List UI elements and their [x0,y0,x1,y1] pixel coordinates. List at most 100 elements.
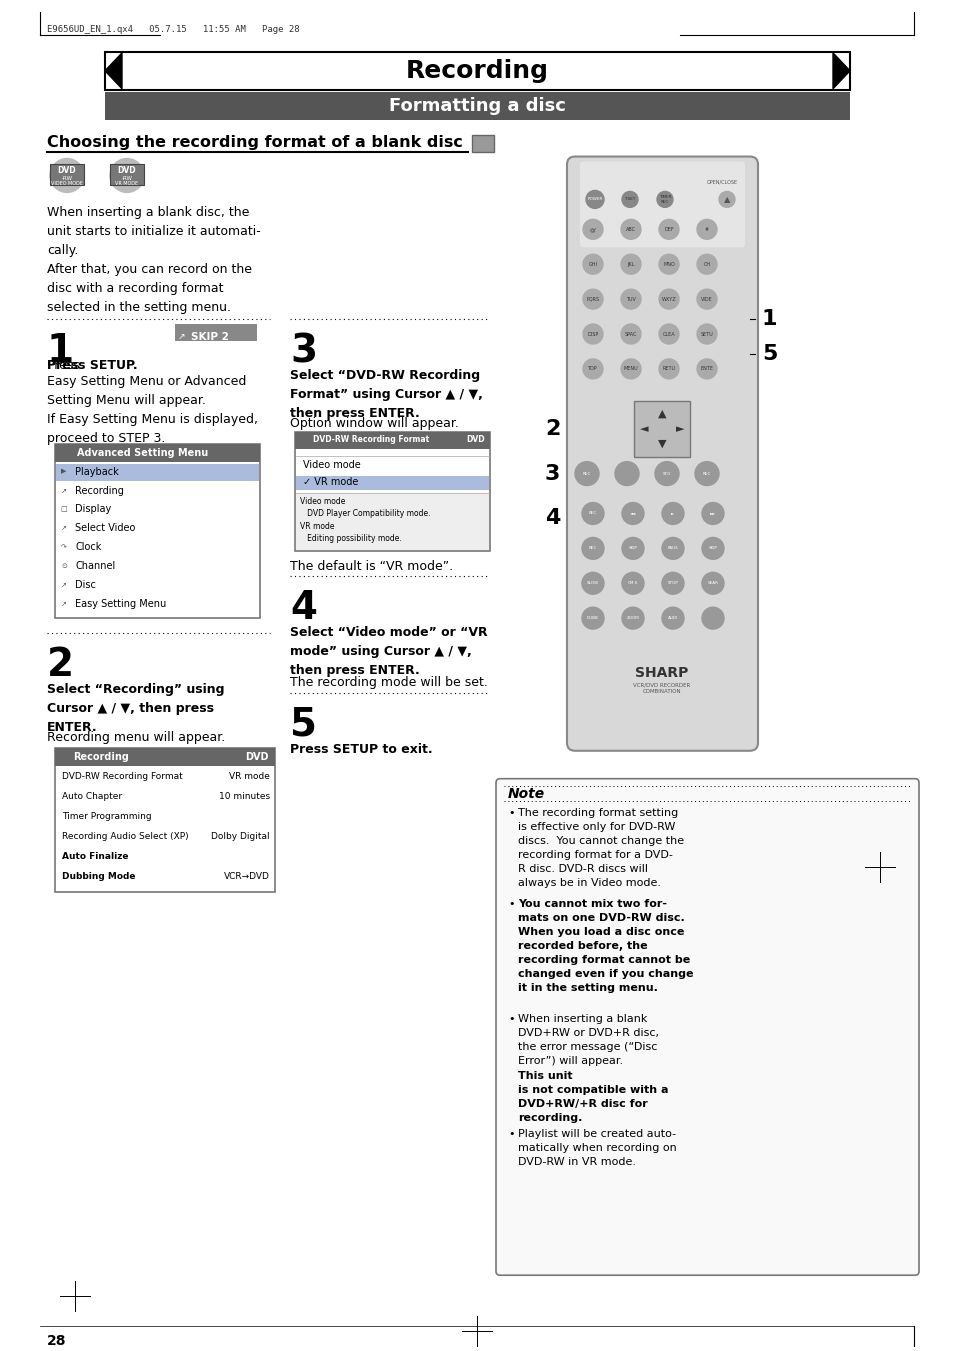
Text: 5: 5 [290,707,316,744]
Text: REC: REC [588,512,597,516]
Text: ▲: ▲ [657,409,665,419]
FancyBboxPatch shape [496,778,918,1275]
Circle shape [575,462,598,485]
Circle shape [62,170,71,181]
Circle shape [621,538,643,559]
Text: Press SETUP to exit.: Press SETUP to exit. [290,743,432,755]
Text: WXYZ: WXYZ [661,297,676,301]
Text: VR MODE: VR MODE [115,181,138,186]
Text: REC: REC [588,546,597,550]
Circle shape [701,538,723,559]
Circle shape [659,289,679,309]
Text: ▼: ▼ [657,439,665,449]
Circle shape [659,324,679,345]
Text: SKIP 2: SKIP 2 [191,332,229,342]
Circle shape [697,324,717,345]
Text: SHARP: SHARP [635,666,688,680]
Text: 1: 1 [47,332,74,370]
Circle shape [620,254,640,274]
Circle shape [695,462,719,485]
FancyBboxPatch shape [56,463,258,481]
Text: VIDE: VIDE [700,297,712,301]
Circle shape [581,503,603,524]
FancyBboxPatch shape [56,577,258,594]
Text: -RW: -RW [61,176,72,181]
Text: Press SETUP.: Press SETUP. [47,359,137,372]
Text: Disc: Disc [75,581,95,590]
Text: DVD: DVD [245,751,269,762]
Circle shape [697,219,717,239]
Text: ↗: ↗ [178,332,185,340]
Circle shape [701,503,723,524]
Text: ◄: ◄ [639,424,648,434]
Circle shape [659,359,679,378]
Circle shape [661,538,683,559]
Text: PAUS: PAUS [667,546,678,550]
FancyBboxPatch shape [566,157,758,751]
Text: 5: 5 [761,345,777,363]
Text: Clock: Clock [75,542,101,553]
FancyBboxPatch shape [55,443,260,619]
Circle shape [585,190,603,208]
FancyBboxPatch shape [295,476,489,489]
Circle shape [661,573,683,594]
Text: ↗: ↗ [61,582,67,588]
Text: Recording: Recording [405,59,548,82]
Text: STOP: STOP [667,581,678,585]
Text: Recording Audio Select (XP): Recording Audio Select (XP) [62,832,189,842]
FancyBboxPatch shape [56,558,258,576]
Text: Playback: Playback [75,466,118,477]
Text: •: • [507,1015,514,1024]
Text: The recording mode will be set.: The recording mode will be set. [290,676,487,689]
Text: ⊙: ⊙ [61,563,67,569]
Text: SPAC: SPAC [624,331,637,336]
FancyBboxPatch shape [634,401,689,457]
Text: Select Video: Select Video [75,523,135,534]
Circle shape [701,607,723,630]
Text: SEAR: SEAR [707,581,718,585]
Circle shape [620,219,640,239]
Text: ◄◄: ◄◄ [629,512,636,516]
Text: CM.S: CM.S [627,581,638,585]
Text: DVD: DVD [117,166,136,176]
Text: REC: REC [582,471,591,476]
Text: JKL: JKL [626,262,634,266]
FancyBboxPatch shape [55,443,260,462]
Text: Timer Programming: Timer Programming [62,812,152,821]
Text: POWER: POWER [587,197,602,201]
Circle shape [50,158,84,192]
Text: 28: 28 [47,1333,67,1348]
Text: DVD-RW Recording Format: DVD-RW Recording Format [313,435,429,444]
Text: Video mode
   DVD Player Compatibility mode.
VR mode
   Editing possibility mode: Video mode DVD Player Compatibility mode… [299,497,430,543]
Text: DEF: DEF [663,227,673,232]
FancyBboxPatch shape [105,92,849,120]
Text: DVD-RW Recording Format: DVD-RW Recording Format [62,773,183,781]
Text: Display: Display [75,504,112,515]
Text: ►►: ►► [709,512,716,516]
Circle shape [582,254,602,274]
Circle shape [697,254,717,274]
Text: 1: 1 [761,309,777,330]
Circle shape [582,359,602,378]
Text: Channel: Channel [75,561,115,571]
Circle shape [110,158,144,192]
Text: -RW: -RW [121,176,132,181]
Text: Dolby Digital: Dolby Digital [212,832,270,842]
Text: ↗: ↗ [61,488,67,493]
Circle shape [697,359,717,378]
FancyBboxPatch shape [56,482,258,500]
Text: ↷: ↷ [61,544,67,550]
Text: CLEA: CLEA [662,331,675,336]
FancyBboxPatch shape [55,748,274,893]
Text: PQRS: PQRS [586,297,598,301]
Text: TIMER
REC: TIMER REC [658,195,671,204]
Text: 3: 3 [544,463,559,484]
Text: Recording menu will appear.: Recording menu will appear. [47,731,225,744]
Polygon shape [832,53,849,89]
Text: Advanced Setting Menu: Advanced Setting Menu [77,447,208,458]
Text: Select “Recording” using
Cursor ▲ / ▼, then press
ENTER.: Select “Recording” using Cursor ▲ / ▼, t… [47,684,224,734]
FancyBboxPatch shape [294,432,490,551]
Text: 2: 2 [544,419,559,439]
Text: DVD: DVD [57,166,76,176]
Text: Easy Setting Menu or Advanced
Setting Menu will appear.
If Easy Setting Menu is : Easy Setting Menu or Advanced Setting Me… [47,374,257,444]
